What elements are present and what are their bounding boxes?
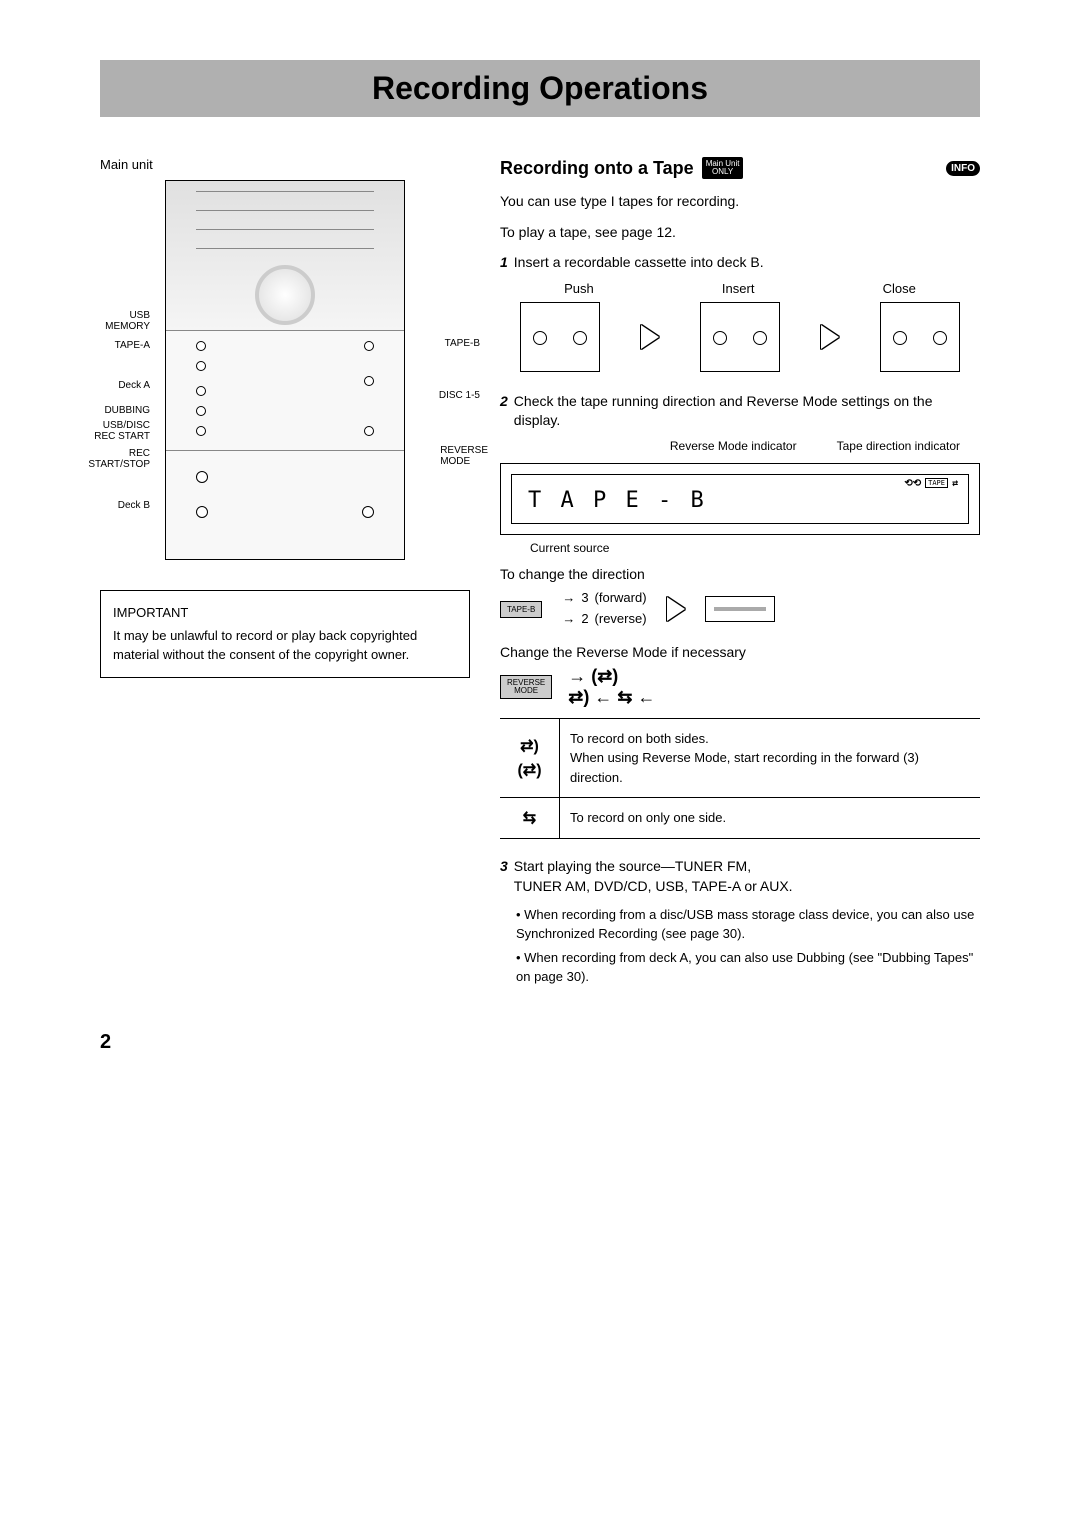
content-columns: Main unit <box>100 157 980 991</box>
right-column: Recording onto a Tape Main Unit ONLY INF… <box>500 157 980 991</box>
label-tape-b: TAPE-B <box>445 338 480 349</box>
label-usb-disc-rec: USB/DISC REC START <box>90 420 150 442</box>
label-tape-a: TAPE-A <box>90 340 150 351</box>
step-2: 2 Check the tape running direction and R… <box>500 392 980 431</box>
info-badge: INFO <box>946 161 980 176</box>
step-3-text-b: TUNER AM, DVD/CD, USB, TAPE-A or AUX. <box>514 877 793 897</box>
cassette-diagram <box>500 302 980 372</box>
step-2-number: 2 <box>500 392 508 431</box>
step-1: 1 Insert a recordable cassette into deck… <box>500 253 980 273</box>
important-box: IMPORTANT It may be unlawful to record o… <box>100 590 470 678</box>
arrow-icon <box>641 325 659 349</box>
label-reverse-mode: REVERSE MODE <box>440 445 488 467</box>
cassette-push <box>520 302 600 372</box>
mode-row-one: ⇆ To record on only one side. <box>500 797 980 838</box>
reverse-mode-table: ⇄)(⇄) To record on both sides. When usin… <box>500 718 980 840</box>
left-column: Main unit <box>100 157 470 991</box>
mode-both-text: To record on both sides. <box>570 729 970 749</box>
mode-one-text: To record on only one side. <box>560 798 980 838</box>
step-3-notes: • When recording from a disc/USB mass st… <box>516 905 980 987</box>
intro-line-2: To play a tape, see page 12. <box>500 222 980 243</box>
close-label: Close <box>883 281 916 296</box>
tape-b-button: TAPE-B <box>500 601 542 618</box>
display-indicators: ⟲⟲ TAPE ⇄ <box>904 478 958 489</box>
page-title: Recording Operations <box>100 70 980 107</box>
label-deck-b: Deck B <box>90 500 150 511</box>
note-disc: • When recording from a disc/USB mass st… <box>516 905 980 944</box>
display-screen: ⟲⟲ TAPE ⇄ T A P E - B <box>511 474 969 524</box>
mode-cycle-icons: → (⇄)⇄) ← ⇆ ← <box>568 666 655 708</box>
label-usb-memory: USB MEMORY <box>90 310 150 332</box>
note-deck: • When recording from deck A, you can al… <box>516 948 980 987</box>
mode-one-icon: ⇆ <box>500 798 560 838</box>
step-2-text: Check the tape running direction and Rev… <box>514 392 980 431</box>
intro-line-1: You can use type I tapes for recording. <box>500 191 980 212</box>
arrow-icon <box>667 597 685 621</box>
device-diagram <box>165 180 405 560</box>
cassette-close <box>880 302 960 372</box>
page-number: 2 <box>100 1031 980 1054</box>
step-3-text-a: Start playing the source—TUNER FM, <box>514 857 793 877</box>
title-bar: Recording Operations <box>100 60 980 117</box>
section-heading-row: Recording onto a Tape Main Unit ONLY INF… <box>500 157 980 179</box>
important-body: It may be unlawful to record or play bac… <box>113 626 457 665</box>
change-direction-heading: To change the direction <box>500 566 980 582</box>
display-panel: ⟲⟲ TAPE ⇄ T A P E - B <box>500 463 980 535</box>
reverse-mode-button: REVERSE MODE <box>500 675 552 699</box>
important-heading: IMPORTANT <box>113 603 457 623</box>
label-dubbing: DUBBING <box>90 405 150 416</box>
insert-label: Insert <box>722 281 755 296</box>
label-disc-15: DISC 1-5 <box>439 390 480 401</box>
step-3: 3 Start playing the source—TUNER FM, TUN… <box>500 857 980 896</box>
reverse-mode-indicator-label: Reverse Mode indicator <box>670 439 797 453</box>
main-unit-label: Main unit <box>100 157 470 172</box>
section-heading: Recording onto a Tape <box>500 158 694 179</box>
label-rec-start-stop: REC START/STOP <box>80 448 150 470</box>
step-1-number: 1 <box>500 253 508 273</box>
current-source-label: Current source <box>530 541 980 557</box>
arrow-icon <box>821 325 839 349</box>
mode-both-note: When using Reverse Mode, start recording… <box>570 748 970 787</box>
display-text: T A P E - B <box>528 488 707 513</box>
deck-illustration <box>705 596 775 622</box>
cassette-labels: Push Insert Close <box>500 281 980 296</box>
mode-row-both: ⇄)(⇄) To record on both sides. When usin… <box>500 719 980 798</box>
reverse-mode-diagram: REVERSE MODE → (⇄)⇄) ← ⇆ ← <box>500 666 980 708</box>
mode-both-icon: ⇄)(⇄) <box>500 719 560 798</box>
direction-diagram: TAPE-B →3(forward) →2(reverse) <box>500 588 980 630</box>
label-deck-a: Deck A <box>90 380 150 391</box>
forward-label: (forward) <box>595 588 647 609</box>
cassette-insert <box>700 302 780 372</box>
tape-direction-indicator-label: Tape direction indicator <box>837 439 960 453</box>
step-3-number: 3 <box>500 857 508 896</box>
step-1-text: Insert a recordable cassette into deck B… <box>514 253 764 273</box>
reverse-label: (reverse) <box>595 609 647 630</box>
push-label: Push <box>564 281 594 296</box>
main-unit-badge: Main Unit ONLY <box>702 157 744 179</box>
change-mode-heading: Change the Reverse Mode if necessary <box>500 644 980 660</box>
